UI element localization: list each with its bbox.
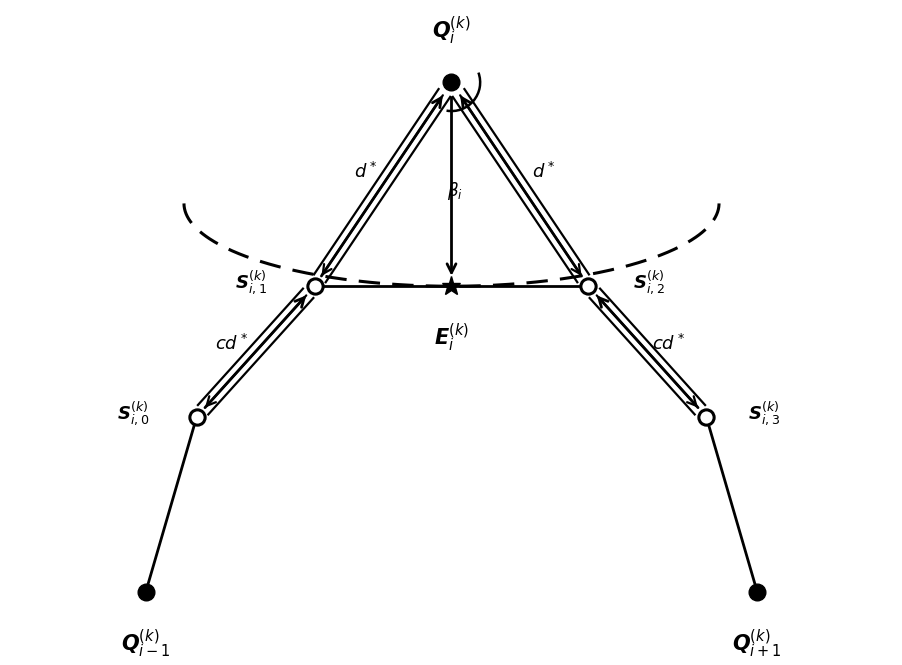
Text: $\boldsymbol{S}_{i,2}^{(k)}$: $\boldsymbol{S}_{i,2}^{(k)}$: [632, 269, 664, 297]
Text: $\boldsymbol{S}_{i,3}^{(k)}$: $\boldsymbol{S}_{i,3}^{(k)}$: [747, 400, 779, 428]
Text: $\boldsymbol{Q}_{i+1}^{(k)}$: $\boldsymbol{Q}_{i+1}^{(k)}$: [732, 627, 781, 660]
Text: $\boldsymbol{Q}_i^{(k)}$: $\boldsymbol{Q}_i^{(k)}$: [432, 15, 470, 47]
Text: $cd^*$: $cd^*$: [215, 334, 248, 354]
Text: $\boldsymbol{S}_{i,1}^{(k)}$: $\boldsymbol{S}_{i,1}^{(k)}$: [235, 269, 266, 297]
Text: $\boldsymbol{S}_{i,0}^{(k)}$: $\boldsymbol{S}_{i,0}^{(k)}$: [116, 400, 149, 428]
Text: $cd^*$: $cd^*$: [651, 334, 684, 354]
Text: $\boldsymbol{E}_i^{(k)}$: $\boldsymbol{E}_i^{(k)}$: [434, 321, 468, 354]
Text: $d^*$: $d^*$: [531, 162, 555, 182]
Text: $\beta_i$: $\beta_i$: [446, 180, 462, 201]
Text: $\boldsymbol{Q}_{i-1}^{(k)}$: $\boldsymbol{Q}_{i-1}^{(k)}$: [121, 627, 170, 660]
Text: $d^*$: $d^*$: [354, 162, 377, 182]
